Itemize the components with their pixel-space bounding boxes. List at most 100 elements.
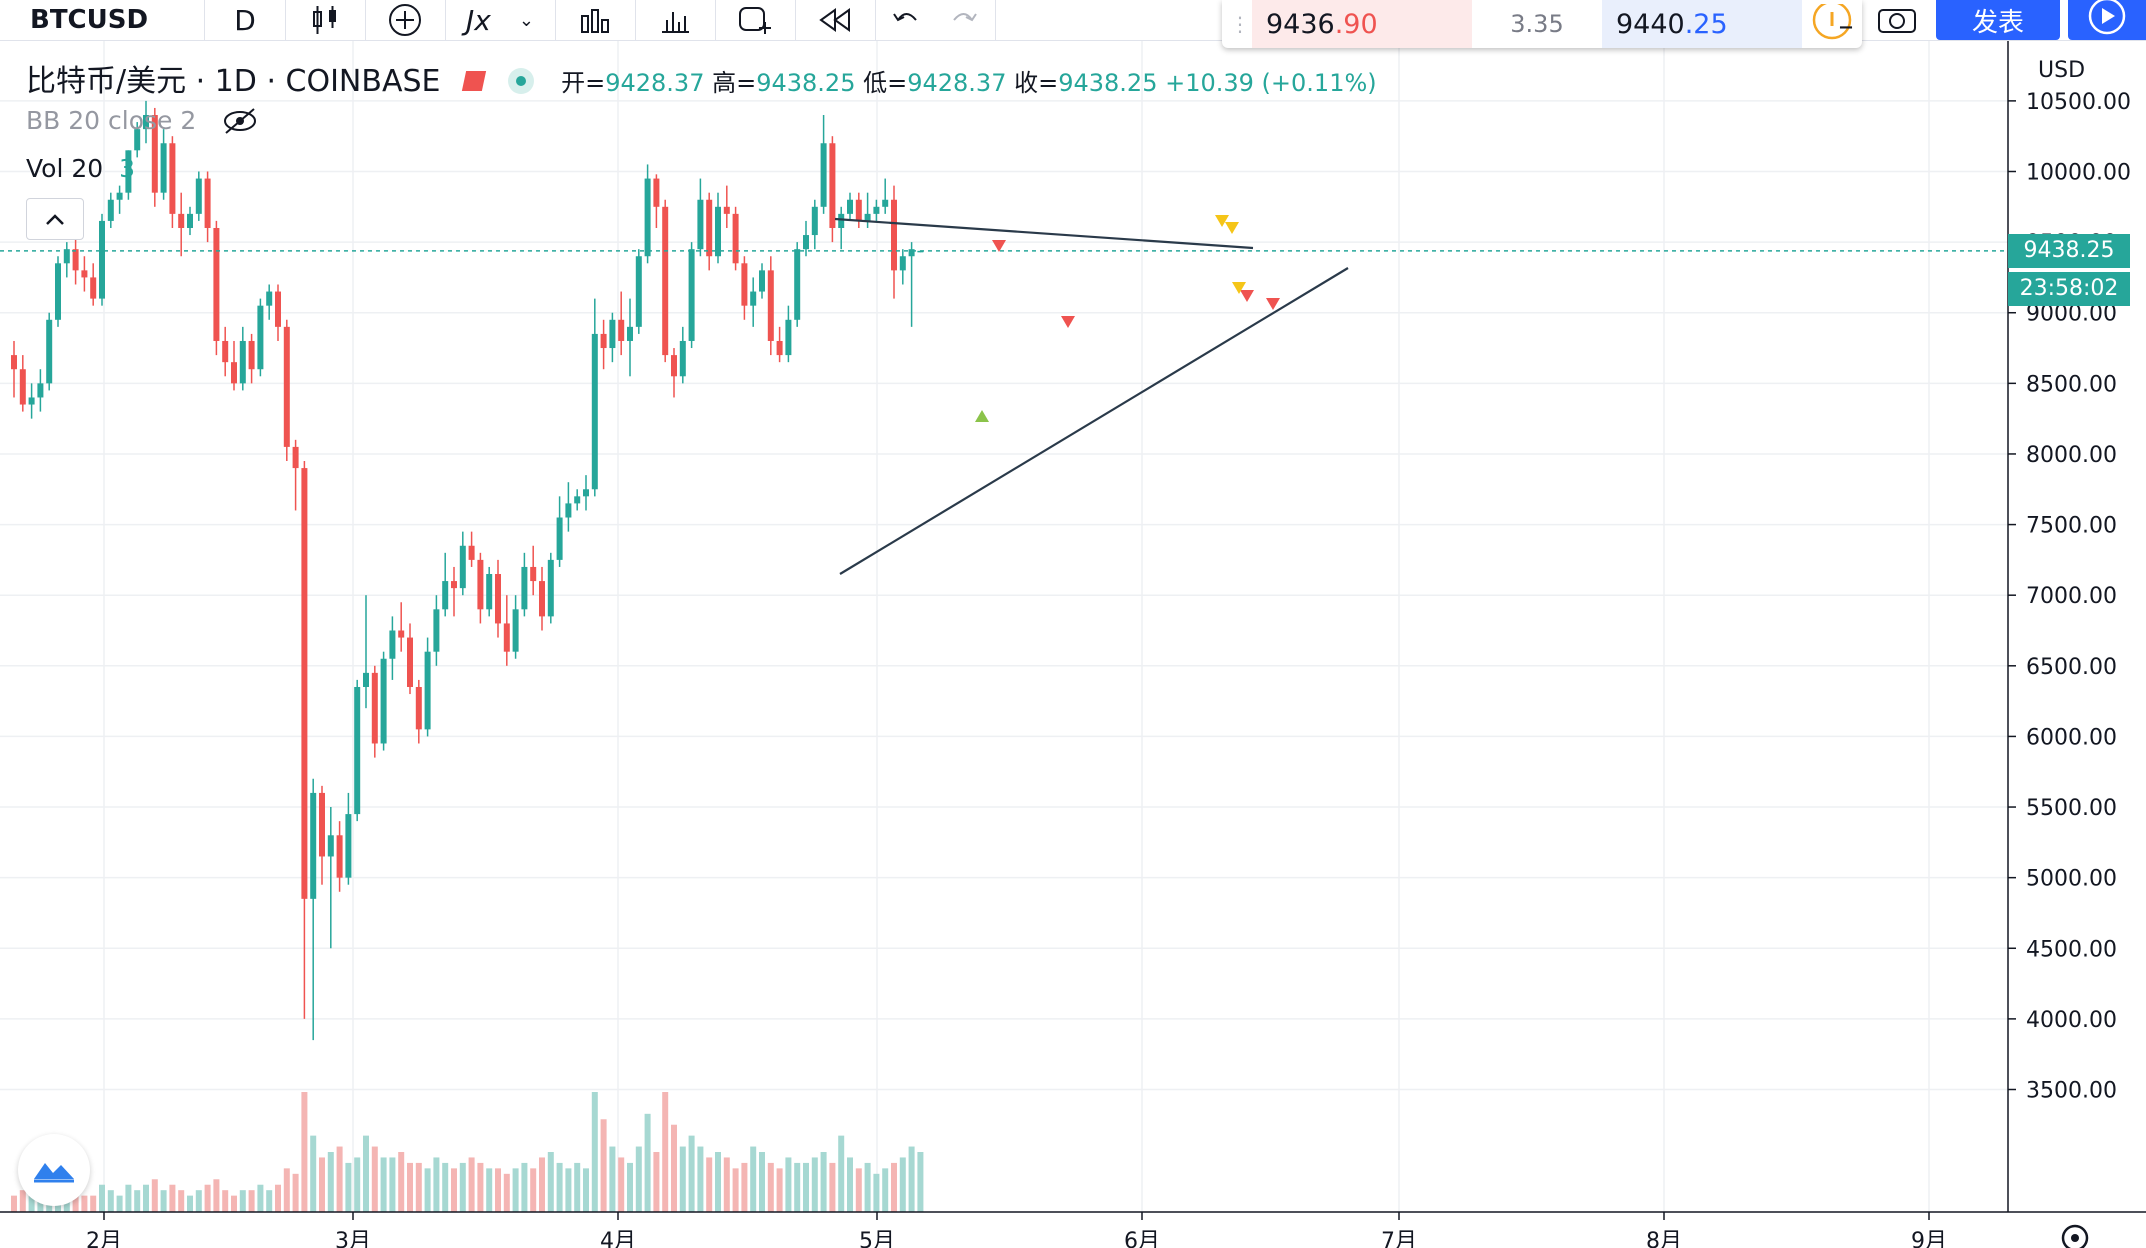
candle [785,305,792,363]
candle [28,383,35,419]
fx-icon: Jx [466,3,491,37]
price-tick-label: 8500.00 [2026,372,2117,397]
volume-bar [125,1184,132,1212]
candle [90,263,97,306]
volume-bar [195,1190,202,1212]
eye-hidden-icon[interactable] [222,107,258,141]
bars-compare-icon[interactable] [555,0,636,40]
volume-bar [732,1168,739,1212]
volume-bar [275,1184,281,1212]
collapse-legend-button[interactable] [26,198,84,240]
candle [899,249,906,285]
candle [671,348,677,398]
low-value: 9428.37 [907,69,1007,97]
candle [820,115,827,214]
candle [635,249,642,334]
volume-bar [512,1168,519,1212]
currency-label[interactable]: USD [2030,56,2094,85]
candle [266,284,273,320]
candle [715,192,721,264]
candle [627,298,633,377]
candle [688,242,695,349]
volume-bar [486,1168,493,1212]
volume-bar [160,1190,167,1212]
volume-bar [908,1146,915,1212]
bb-label: BB 20 close 2 [26,106,197,135]
warning-signal-marker [1215,215,1229,227]
alert-add-icon[interactable] [715,0,796,40]
volume-bar [187,1195,193,1212]
fx-indicators-button[interactable]: Jx ⌄ [445,0,556,40]
price-tick-label: 4000.00 [2026,1008,2117,1033]
redo-icon[interactable] [935,0,996,40]
candle [618,291,625,356]
candle [231,340,237,391]
resistance-trendline [834,217,1254,250]
tradingview-logo[interactable] [18,1134,90,1206]
interval-button[interactable]: D [205,0,286,40]
volume-bar [847,1157,853,1212]
symbol-search-button[interactable]: BTCUSD [0,0,205,40]
camera-icon[interactable] [1872,0,1922,40]
candle [37,369,44,412]
play-icon[interactable] [2068,0,2146,40]
candle [767,256,774,356]
candles-icon[interactable] [285,0,366,40]
volume-bar [891,1162,897,1212]
sell-price-button[interactable]: 9436.90 [1252,0,1472,48]
bars-icon[interactable] [635,0,716,40]
candle [195,171,202,221]
candle [407,623,413,695]
candle [371,665,378,758]
volume-bar [433,1157,440,1212]
volume-bar [11,1195,17,1212]
volume-bars [11,1092,924,1212]
candle [345,792,352,885]
info-icon[interactable] [1808,0,1856,48]
volume-bar [873,1173,880,1212]
time-tick-label: 7月 [1381,1229,1417,1248]
buy-price-button[interactable]: 9440.25 [1602,0,1802,48]
candle [679,326,686,384]
candle [160,129,167,200]
volume-bar [459,1162,466,1212]
candle [451,566,457,617]
price-tick-label: 5000.00 [2026,867,2117,892]
vol-value: 3 [119,154,136,183]
volume-bar [759,1152,765,1212]
candle [433,595,440,666]
candle [46,312,53,391]
candle [204,171,211,243]
volume-bar [213,1179,220,1212]
add-indicator-icon[interactable] [365,0,446,40]
volume-bar [803,1162,809,1212]
candle [107,192,114,228]
publish-button[interactable]: 发表 [1936,0,2060,40]
undo-icon[interactable] [875,0,935,40]
candle [55,256,61,327]
time-tick-label: 9月 [1911,1229,1947,1248]
candle [803,220,809,257]
candle [583,475,589,511]
volume-bar [776,1168,783,1212]
price-tick-label: 7500.00 [2026,514,2117,539]
candle [512,595,519,659]
volume-bar [468,1157,475,1212]
time-tick-label: 2月 [86,1229,122,1248]
volume-bar [116,1195,123,1212]
candle [327,807,334,949]
sell-signal-marker [1240,290,1254,302]
minimize-icon[interactable]: – [1838,8,1854,44]
volume-bar [706,1157,713,1212]
volume-bar [785,1157,792,1212]
candle [864,192,871,228]
settings-gear-icon[interactable] [2061,1224,2089,1248]
volume-bar [767,1162,774,1212]
volume-bar [671,1124,677,1212]
candle [591,298,598,497]
volume-bar [811,1157,818,1212]
buy-signal-marker [975,410,989,422]
replay-icon[interactable] [795,0,876,40]
volume-bar [477,1162,484,1212]
